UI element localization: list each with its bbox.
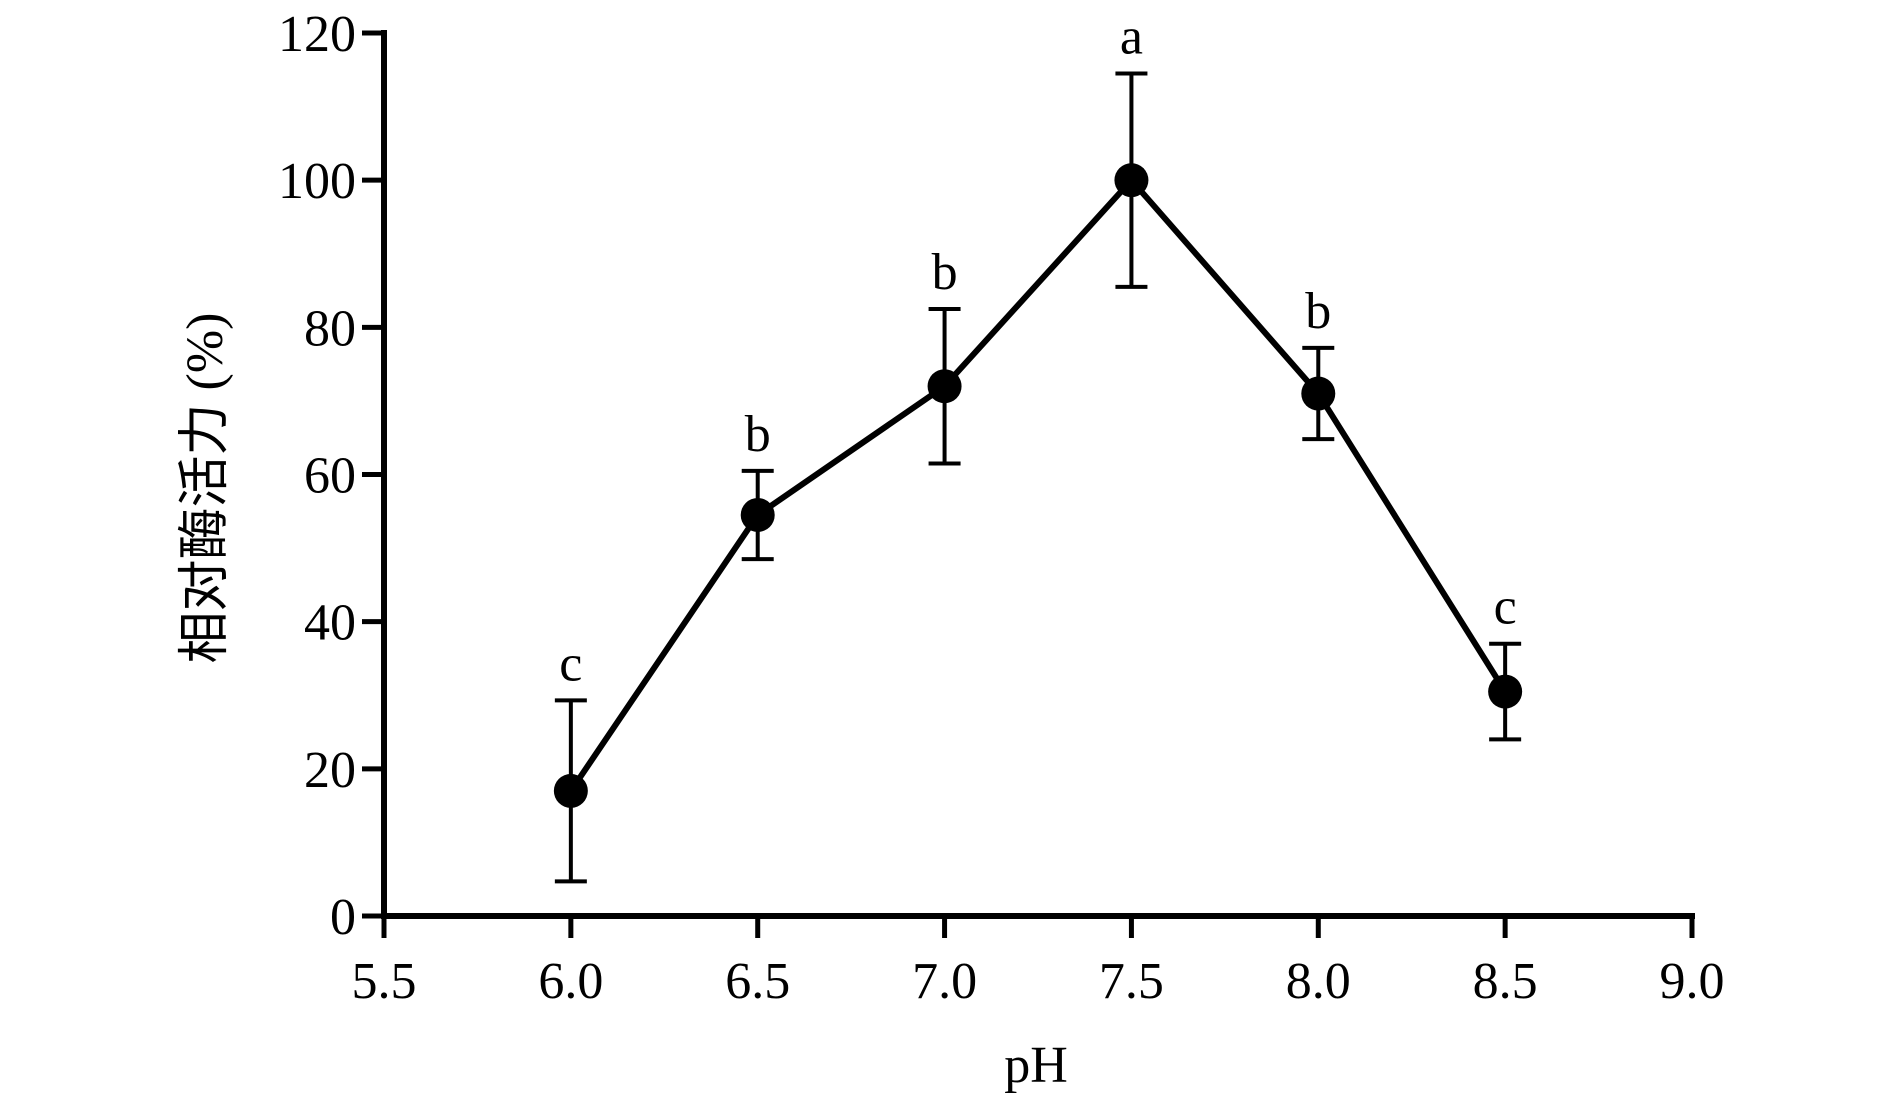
x-axis-ticks: 5.5 6.0 6.5 7.0 7.5 8.0 8.5 9.0 xyxy=(352,916,1725,1010)
error-bars-group xyxy=(554,71,1522,884)
y-tick-label: 20 xyxy=(304,742,356,799)
data-point xyxy=(740,497,775,532)
significance-label: a xyxy=(1120,8,1143,65)
y-tick-label: 100 xyxy=(278,153,356,210)
series-line xyxy=(568,175,1508,793)
data-point xyxy=(927,369,962,404)
data-point xyxy=(1488,674,1523,709)
y-tick-label: 120 xyxy=(278,6,356,63)
significance-label: b xyxy=(1305,283,1331,340)
y-tick-label: 40 xyxy=(304,595,356,652)
x-tick-label: 9.0 xyxy=(1660,953,1725,1010)
x-tick-label: 6.0 xyxy=(538,953,603,1010)
x-tick-label: 7.5 xyxy=(1099,953,1164,1010)
x-tick-label: 7.0 xyxy=(912,953,977,1010)
data-point xyxy=(1114,163,1149,198)
y-tick-label: 0 xyxy=(330,889,356,946)
significance-label: b xyxy=(932,244,958,301)
data-point xyxy=(553,773,588,808)
significance-label: c xyxy=(1494,579,1517,636)
x-tick-label: 6.5 xyxy=(725,953,790,1010)
x-tick-label: 8.0 xyxy=(1286,953,1351,1010)
x-axis-title: pH xyxy=(1004,1037,1068,1094)
data-points-group xyxy=(553,163,1523,808)
significance-label: c xyxy=(559,635,582,692)
y-axis-ticks: 0 20 40 60 80 100 120 xyxy=(278,6,384,946)
significance-labels-group: c b b a b c xyxy=(559,8,1516,692)
x-tick-label: 8.5 xyxy=(1473,953,1538,1010)
y-tick-label: 80 xyxy=(304,300,356,357)
data-point xyxy=(1301,376,1336,411)
y-tick-label: 60 xyxy=(304,448,356,505)
y-axis-title: 相对酶活力 (%) xyxy=(177,313,234,664)
series-line-group xyxy=(568,175,1508,793)
x-tick-label: 5.5 xyxy=(352,953,417,1010)
significance-label: b xyxy=(745,406,771,463)
